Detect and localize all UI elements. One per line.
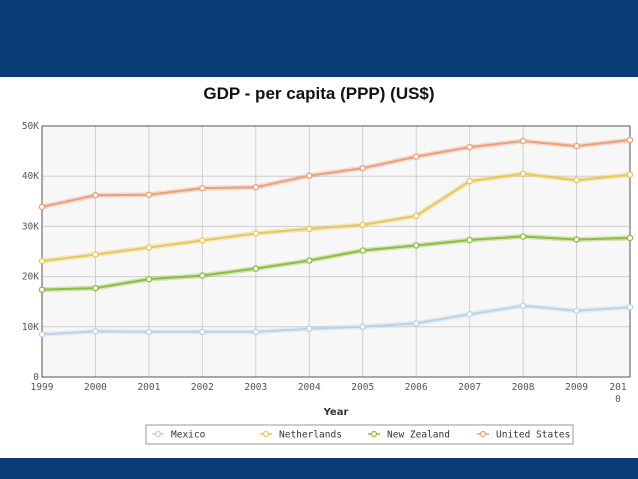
series-line [41, 172, 631, 263]
header-band [0, 0, 638, 77]
x-tick-label: 2004 [298, 382, 321, 393]
legend-swatch-marker [370, 430, 378, 438]
data-point[interactable] [626, 234, 634, 242]
legend-box [145, 424, 574, 445]
data-point[interactable] [573, 236, 580, 243]
x-tick-label: 2009 [565, 382, 588, 393]
y-tick-label: 40K [22, 171, 39, 182]
data-point[interactable] [38, 331, 46, 338]
x-tick-label: 2001 [137, 382, 160, 393]
data-point[interactable] [145, 244, 153, 251]
legend-label: Mexico [171, 430, 206, 441]
x-tick-label: 2006 [405, 382, 428, 393]
series-line [41, 139, 631, 208]
x-tick-label: 2000 [84, 382, 107, 393]
legend-entry[interactable]: Netherlands [260, 430, 342, 441]
data-point[interactable] [519, 233, 527, 240]
data-point[interactable] [573, 307, 580, 314]
data-point[interactable] [306, 257, 313, 264]
legend-swatch-marker [154, 430, 162, 438]
y-tick-labels: 0 10K 20K 30K 40K 50K [22, 121, 39, 383]
data-point[interactable] [306, 225, 313, 233]
y-tick-label: 30K [22, 221, 39, 232]
data-point[interactable] [412, 242, 420, 249]
legend: Mexico Netherlands New Zealand United State… [145, 424, 574, 445]
data-point[interactable] [92, 284, 99, 292]
data-point[interactable] [519, 170, 527, 177]
plot-background [42, 126, 630, 377]
y-tick-label: 10K [22, 322, 39, 333]
data-point[interactable] [359, 164, 366, 172]
legend-label: New Zealand [387, 430, 450, 441]
x-axis-title: Year [323, 407, 349, 418]
legend-entry[interactable]: New Zealand [368, 430, 450, 441]
legend-label: United States [496, 430, 570, 441]
data-point[interactable] [519, 137, 527, 145]
data-point[interactable] [359, 221, 366, 229]
data-point[interactable] [145, 191, 153, 199]
data-point[interactable] [252, 328, 260, 336]
data-point[interactable] [38, 203, 46, 211]
data-point[interactable] [92, 251, 99, 258]
y-tick-label: 50K [22, 121, 39, 132]
data-point[interactable] [466, 236, 473, 244]
legend-swatch-marker [262, 430, 270, 438]
legend-entry[interactable]: United States [477, 430, 570, 441]
y-tick-label: 20K [22, 272, 39, 283]
x-tick-labels: 1999 2000 2001 2002 2003 2004 2005 2006 2007 2008… [31, 382, 627, 405]
legend-swatch-marker [479, 430, 487, 438]
legend-label: Netherlands [279, 430, 342, 441]
x-tick-label: 1999 [31, 382, 54, 393]
series-new-zealand [38, 233, 634, 293]
x-tick-label: 2003 [244, 382, 267, 393]
data-point[interactable] [412, 212, 420, 220]
data-point[interactable] [199, 237, 206, 244]
y-tick-label: 0 [33, 372, 39, 383]
data-point[interactable] [252, 230, 260, 237]
data-point[interactable] [199, 272, 206, 279]
data-point[interactable] [412, 153, 420, 160]
data-point[interactable] [38, 257, 46, 265]
x-tick-label-wrap: 0 [615, 394, 621, 405]
chart-title: GDP - per capita (PPP) (US$) [203, 84, 435, 103]
series-netherlands [38, 170, 634, 265]
data-point[interactable] [412, 320, 420, 327]
data-point[interactable] [626, 303, 634, 311]
data-point[interactable] [306, 172, 313, 179]
data-point[interactable] [626, 171, 634, 178]
data-point[interactable] [199, 184, 206, 192]
data-point[interactable] [359, 247, 366, 254]
data-point[interactable] [145, 275, 153, 283]
data-point[interactable] [519, 302, 527, 309]
data-point[interactable] [306, 325, 313, 333]
data-point[interactable] [573, 176, 580, 184]
legend-entry[interactable]: Mexico [152, 430, 206, 441]
series-layer [38, 136, 634, 338]
data-point[interactable] [626, 136, 634, 144]
data-point[interactable] [145, 328, 153, 336]
x-tick-label: 2008 [512, 382, 535, 393]
data-point[interactable] [38, 286, 46, 293]
footer-band [0, 458, 638, 479]
x-tick-label: 201 [609, 382, 626, 393]
series-line [41, 304, 631, 336]
x-tick-label: 2002 [191, 382, 214, 393]
x-tick-label: 2007 [458, 382, 481, 393]
data-point[interactable] [466, 143, 473, 151]
data-point[interactable] [466, 310, 473, 318]
series-mexico [38, 302, 634, 338]
series-line [41, 235, 631, 291]
data-point[interactable] [252, 183, 260, 191]
data-point[interactable] [573, 142, 580, 150]
data-point[interactable] [92, 328, 99, 335]
data-point[interactable] [92, 192, 99, 199]
data-point[interactable] [252, 265, 260, 272]
plot-border [41, 125, 631, 378]
data-point[interactable] [466, 177, 473, 185]
series-united-states [38, 136, 634, 211]
data-point[interactable] [359, 323, 366, 331]
data-point[interactable] [199, 328, 206, 336]
x-tick-label: 2005 [351, 382, 374, 393]
